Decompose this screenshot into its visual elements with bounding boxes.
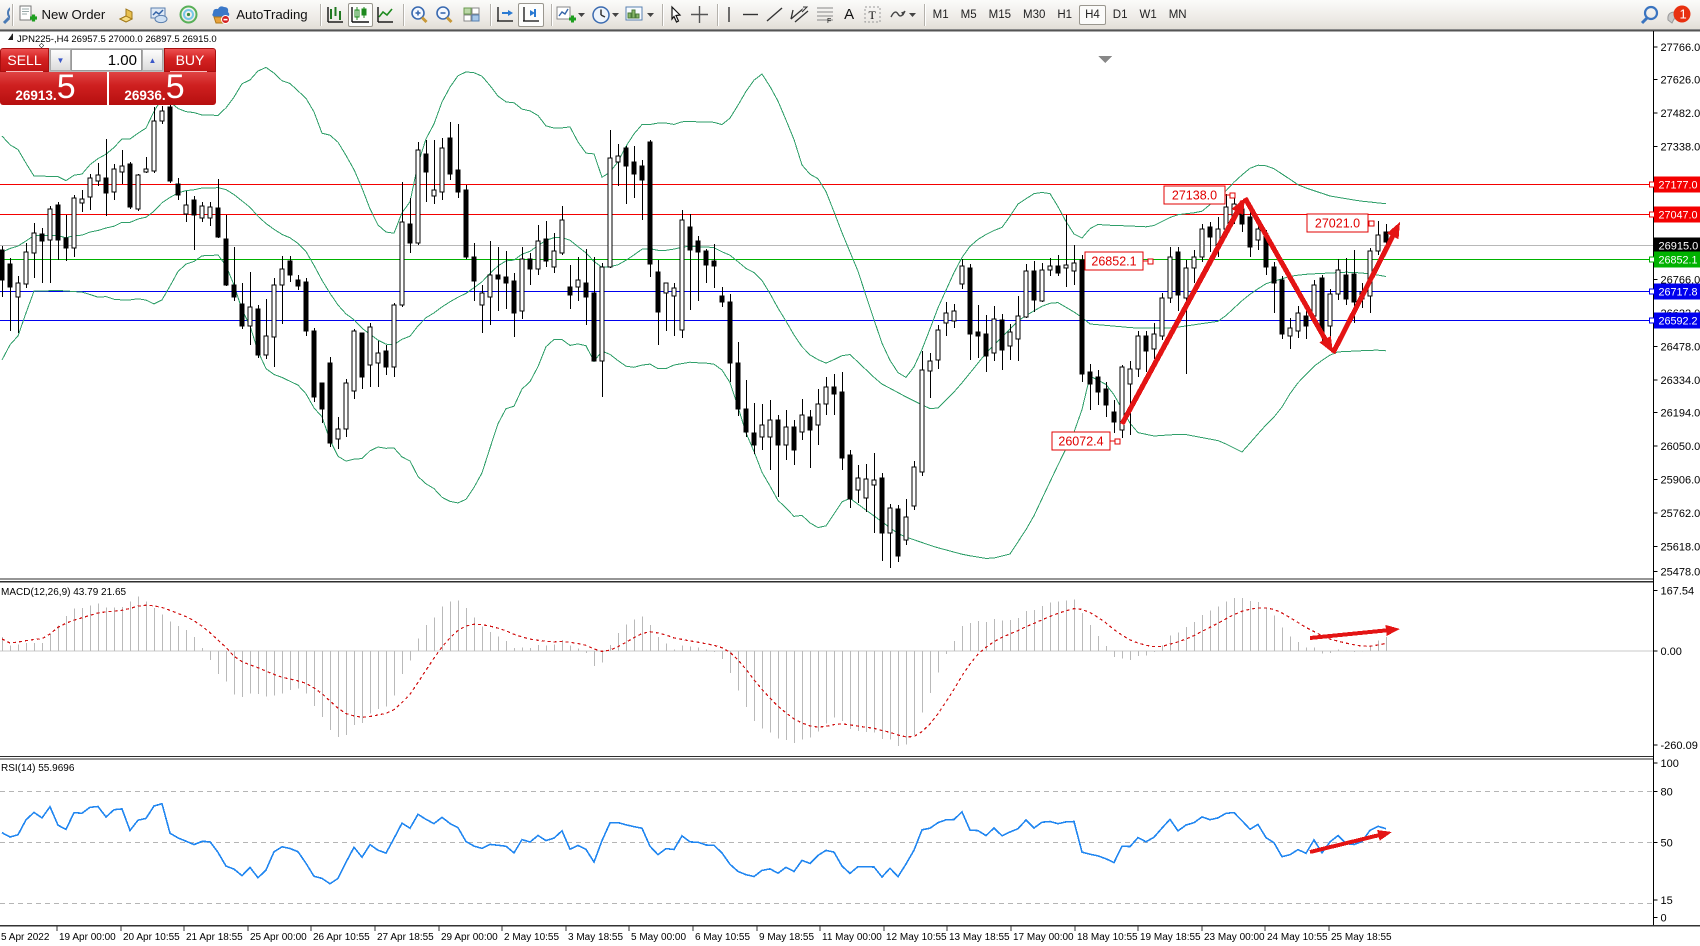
svg-text:100: 100 (1661, 758, 1679, 770)
svg-text:26334.0: 26334.0 (1661, 375, 1700, 387)
svg-text:27138.0: 27138.0 (1172, 189, 1217, 203)
svg-text:26194.0: 26194.0 (1661, 408, 1700, 420)
svg-text:26852.1: 26852.1 (1091, 255, 1136, 269)
svg-text:1: 1 (1680, 6, 1687, 21)
svg-text:50: 50 (1661, 838, 1673, 850)
svg-text:13 May 18:55: 13 May 18:55 (949, 932, 1010, 943)
svg-text:25906.0: 25906.0 (1661, 475, 1700, 487)
svg-text:27047.0: 27047.0 (1659, 210, 1698, 222)
svg-text:-260.09: -260.09 (1661, 740, 1698, 752)
svg-text:29 Apr 00:00: 29 Apr 00:00 (441, 932, 498, 943)
svg-text:26478.0: 26478.0 (1661, 342, 1700, 354)
svg-text:25618.0: 25618.0 (1661, 542, 1700, 554)
svg-text:26050.0: 26050.0 (1661, 441, 1700, 453)
svg-text:6 May 10:55: 6 May 10:55 (695, 932, 750, 943)
svg-text:27 Apr 18:55: 27 Apr 18:55 (377, 932, 434, 943)
svg-text:5 Apr 2022: 5 Apr 2022 (1, 932, 50, 943)
svg-text:25 May 18:55: 25 May 18:55 (1331, 932, 1392, 943)
svg-text:27021.0: 27021.0 (1315, 217, 1360, 231)
svg-text:18 May 10:55: 18 May 10:55 (1077, 932, 1138, 943)
svg-text:RSI(14) 55.9696: RSI(14) 55.9696 (1, 763, 75, 774)
svg-text:24 May 10:55: 24 May 10:55 (1267, 932, 1328, 943)
svg-text:27626.0: 27626.0 (1661, 75, 1700, 87)
svg-text:5 May 00:00: 5 May 00:00 (631, 932, 686, 943)
svg-text:26072.4: 26072.4 (1058, 435, 1103, 449)
svg-text:3 May 18:55: 3 May 18:55 (568, 932, 623, 943)
svg-text:27177.0: 27177.0 (1659, 180, 1698, 192)
svg-text:MACD(12,26,9) 43.79 21.65: MACD(12,26,9) 43.79 21.65 (1, 587, 127, 598)
svg-text:12 May 10:55: 12 May 10:55 (886, 932, 947, 943)
svg-text:21 Apr 18:55: 21 Apr 18:55 (186, 932, 243, 943)
svg-text:80: 80 (1661, 787, 1673, 799)
svg-text:25762.0: 25762.0 (1661, 508, 1700, 520)
svg-text:JPN225-,H4 26957.5 27000.0 26: JPN225-,H4 26957.5 27000.0 26897.5 26915… (17, 34, 217, 45)
svg-text:F: F (827, 18, 831, 24)
svg-text:27338.0: 27338.0 (1661, 142, 1700, 154)
svg-text:2 May 10:55: 2 May 10:55 (504, 932, 559, 943)
svg-text:26915.0: 26915.0 (1659, 241, 1699, 253)
svg-text:27482.0: 27482.0 (1661, 108, 1700, 120)
svg-text:23 May 00:00: 23 May 00:00 (1204, 932, 1265, 943)
svg-text:25 Apr 00:00: 25 Apr 00:00 (250, 932, 307, 943)
svg-text:26 Apr 10:55: 26 Apr 10:55 (313, 932, 370, 943)
svg-text:26852.1: 26852.1 (1659, 255, 1698, 267)
svg-text:25478.0: 25478.0 (1661, 567, 1700, 579)
svg-text:19 May 18:55: 19 May 18:55 (1140, 932, 1201, 943)
svg-text:T: T (869, 8, 877, 22)
svg-text:19 Apr 00:00: 19 Apr 00:00 (59, 932, 116, 943)
svg-text:0: 0 (1661, 913, 1667, 925)
svg-text:17 May 00:00: 17 May 00:00 (1013, 932, 1074, 943)
svg-text:0.00: 0.00 (1661, 646, 1682, 658)
svg-text:20 Apr 10:55: 20 Apr 10:55 (123, 932, 180, 943)
svg-text:167.54: 167.54 (1661, 586, 1695, 598)
svg-text:15: 15 (1661, 895, 1673, 907)
svg-text:11 May 00:00: 11 May 00:00 (822, 932, 882, 943)
svg-text:26717.8: 26717.8 (1659, 287, 1698, 299)
svg-text:9 May 18:55: 9 May 18:55 (759, 932, 814, 943)
svg-text:27766.0: 27766.0 (1661, 42, 1700, 54)
svg-text:26592.2: 26592.2 (1659, 316, 1698, 328)
